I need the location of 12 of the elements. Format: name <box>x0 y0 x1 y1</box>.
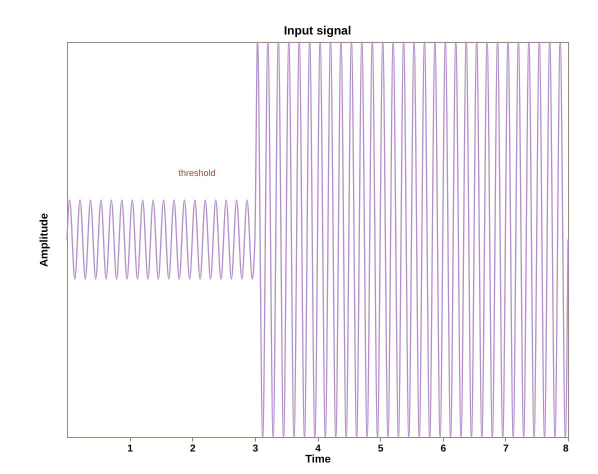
x-tick-label: 8 <box>562 444 569 454</box>
x-tick-label: 3 <box>252 444 259 454</box>
x-tick-label: 4 <box>315 444 322 454</box>
x-tick-label: 1 <box>127 444 134 454</box>
x-tick-label: 2 <box>190 444 196 454</box>
x-tick-label: 7 <box>503 444 510 454</box>
annotation: threshold <box>178 168 216 178</box>
x-tick-label: 6 <box>440 444 446 454</box>
chart-title: Input signal <box>284 23 352 38</box>
x-tick-label: 5 <box>378 444 384 454</box>
x-axis-title: Time <box>305 454 331 466</box>
y-axis-title: Amplitude <box>38 213 50 267</box>
